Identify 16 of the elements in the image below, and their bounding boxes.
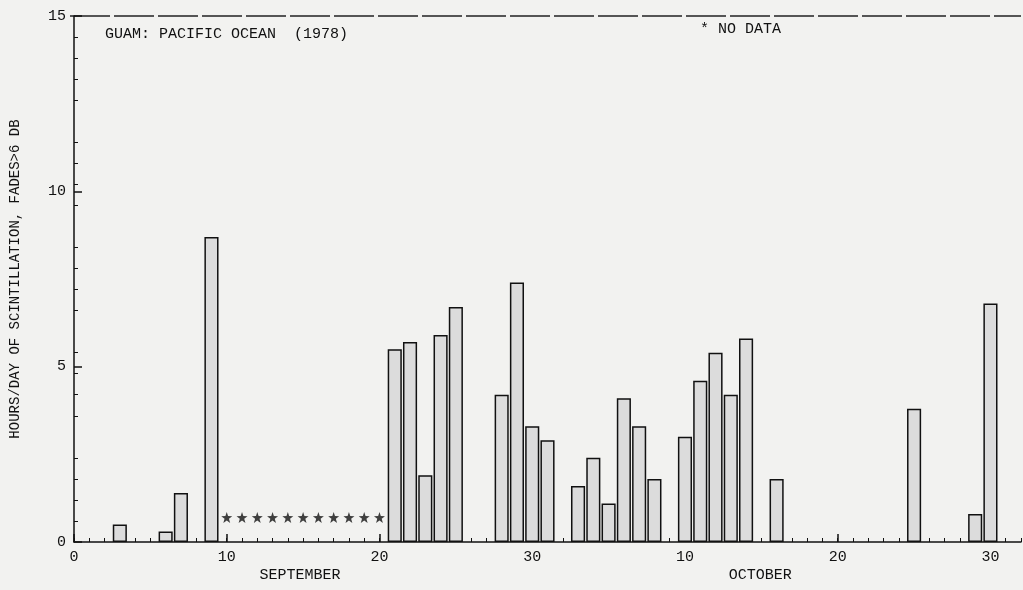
x-tick-label: 20 [828,549,847,566]
text: OCTOBER [728,567,792,584]
x-tick-label: 20 [370,549,389,566]
annotation: * NO DATA [700,21,782,38]
y-tick-label: 10 [47,182,66,200]
y-tick-label: 5 [56,358,66,376]
text: SEPTEMBER [259,567,341,584]
x-tick-label: 10 [675,549,694,566]
y-axis-title: HOURS/DAY OF SCINTILLATION, FADES>6 DB [7,119,23,439]
x-tick-label: 30 [981,549,1000,566]
y-tick-label: 15 [47,7,66,25]
text: GUAM: PACIFIC OCEAN (1978) [105,26,349,43]
x-tick-label: 10 [217,549,236,566]
x-tick-label: 0 [69,549,79,566]
x-tick-label: 30 [523,549,542,566]
y-tick-label: 0 [56,533,66,551]
